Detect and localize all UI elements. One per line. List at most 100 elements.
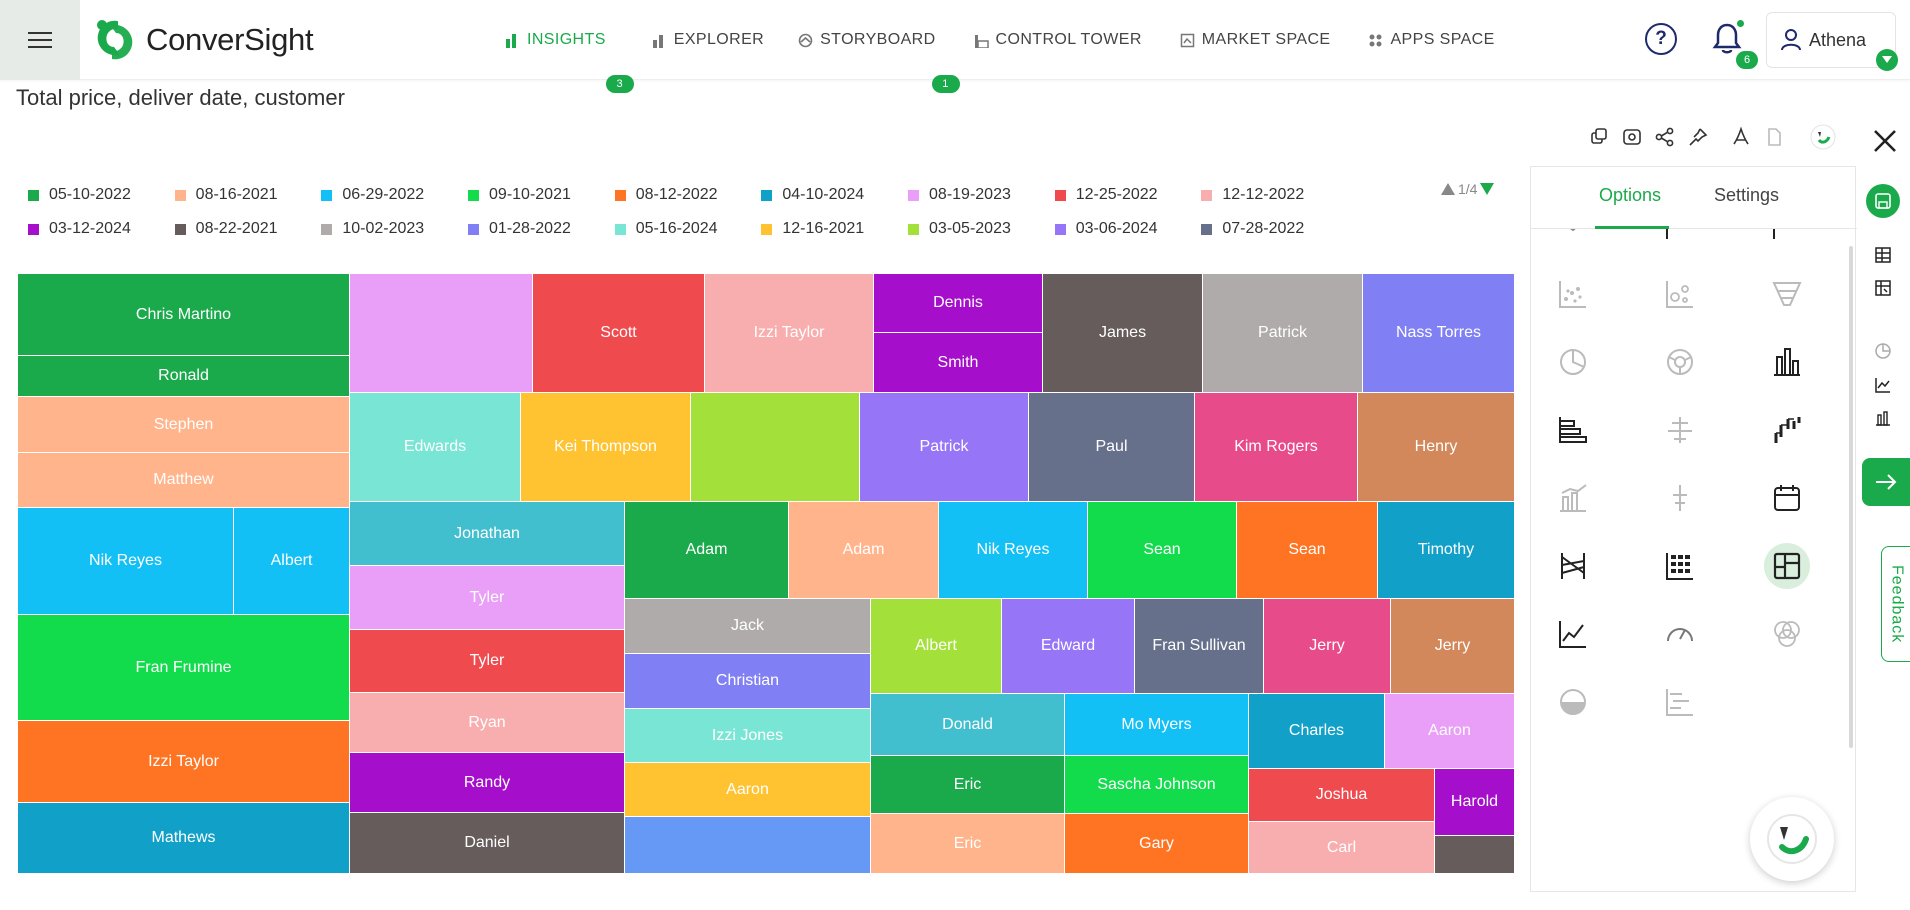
help-button[interactable]: ? [1645, 23, 1677, 55]
treemap-cell[interactable]: Izzi Taylor [18, 721, 350, 803]
waterfall-chart-option[interactable] [1764, 407, 1810, 453]
tab-options[interactable]: Options [1599, 185, 1662, 205]
treemap-cell[interactable]: Matthew [18, 453, 350, 508]
calendar-chart-option[interactable] [1764, 475, 1810, 521]
treemap-cell[interactable]: Randy [350, 753, 625, 813]
gauge-chart-option[interactable] [1657, 611, 1703, 657]
treemap-cell[interactable]: Paul [1029, 393, 1195, 502]
panel-scrollbar[interactable] [1849, 246, 1853, 748]
legend-item[interactable]: 03-06-2024 [1054, 220, 1202, 238]
treemap-cell[interactable]: Tyler [350, 566, 625, 630]
pivot-table-icon[interactable] [1874, 279, 1892, 297]
legend-item[interactable]: 12-16-2021 [761, 220, 908, 238]
butterfly-chart-chart-option[interactable] [1657, 407, 1703, 453]
treemap-cell[interactable]: James [1043, 274, 1203, 393]
treemap-cell[interactable]: Albert [871, 599, 1002, 694]
nav-storyboard[interactable]: STORYBOARD 1 [798, 31, 960, 93]
treemap-cell[interactable]: Aaron [625, 763, 871, 817]
treemap-cell[interactable]: Izzi Taylor [705, 274, 874, 393]
legend-item[interactable]: 12-12-2022 [1201, 186, 1348, 204]
treemap-cell[interactable]: Daniel [350, 813, 625, 874]
assistant-icon[interactable] [1810, 124, 1836, 150]
treemap-cell[interactable]: Dennis [874, 274, 1043, 333]
funnel-chart-option[interactable] [1764, 271, 1810, 317]
combo-chart-chart-option[interactable] [1550, 475, 1596, 521]
logo[interactable]: ConverSight [92, 16, 314, 64]
tab-settings[interactable]: Settings [1714, 185, 1780, 205]
treemap-cell[interactable]: Nik Reyes [939, 502, 1088, 599]
nav-explorer[interactable]: EXPLORER [652, 31, 784, 49]
treemap-cell[interactable]: Fran Frumine [18, 615, 350, 721]
donut-chart-option[interactable] [1657, 339, 1703, 385]
legend-item[interactable]: 08-12-2022 [614, 186, 762, 204]
document-icon[interactable] [1763, 126, 1785, 148]
treemap-cell[interactable]: Patrick [1203, 274, 1363, 393]
treemap-cell[interactable]: Christian [625, 654, 871, 709]
treemap-cell[interactable]: Joshua [1249, 769, 1435, 822]
treemap-cell[interactable]: Eric [871, 814, 1065, 874]
treemap-cell[interactable] [350, 274, 533, 393]
venn-chart-option[interactable] [1764, 611, 1810, 657]
treemap-cell[interactable]: Sean [1088, 502, 1237, 599]
treemap-cell[interactable]: Henry [1358, 393, 1515, 502]
treemap-cell[interactable]: Edwards [350, 393, 521, 502]
heatmap-chart-option[interactable] [1657, 543, 1703, 589]
half-donut-chart-option[interactable] [1550, 679, 1596, 725]
legend-item[interactable]: 10-02-2023 [321, 220, 468, 238]
treemap-cell[interactable]: Mo Myers [1065, 694, 1249, 756]
legend-item[interactable]: 08-19-2023 [908, 186, 1055, 204]
close-icon[interactable] [1872, 128, 1898, 154]
treemap-cell[interactable]: Albert [234, 508, 350, 615]
treemap-cell[interactable]: Adam [625, 502, 789, 599]
legend-item[interactable]: 03-05-2023 [908, 220, 1055, 238]
legend-item[interactable]: 12-25-2022 [1054, 186, 1202, 204]
legend-item[interactable]: 09-10-2021 [468, 186, 615, 204]
save-button[interactable] [1866, 184, 1900, 218]
notification-bell-icon[interactable] [1712, 22, 1742, 56]
legend-item[interactable]: 03-12-2024 [28, 220, 175, 238]
treemap-cell[interactable]: Sascha Johnson [1065, 756, 1249, 814]
treemap-cell[interactable]: Eric [871, 756, 1065, 814]
pdf-export-icon[interactable] [1730, 126, 1752, 148]
nav-insights[interactable]: INSIGHTS 3 [505, 31, 634, 93]
treemap-cell[interactable]: Kei Thompson [521, 393, 691, 502]
treemap-cell[interactable]: Jonathan [350, 502, 625, 566]
line-chart-icon[interactable] [1874, 376, 1892, 394]
treemap-cell[interactable] [1435, 836, 1515, 874]
treemap-cell[interactable]: Timothy [1378, 502, 1515, 599]
treemap-cell[interactable] [691, 393, 860, 502]
treemap-cell[interactable]: Stephen [18, 397, 350, 453]
legend-item[interactable]: 05-16-2024 [614, 220, 762, 238]
box-plot-chart-option[interactable] [1657, 475, 1703, 521]
legend-item[interactable]: 01-28-2022 [468, 220, 615, 238]
expand-panel-button[interactable] [1862, 458, 1910, 506]
treemap-cell[interactable]: Carl [1249, 822, 1435, 874]
nav-control-tower[interactable]: CONTROL TOWER [974, 31, 1162, 49]
feedback-tab[interactable]: Feedback [1881, 546, 1910, 662]
legend-item[interactable]: 04-10-2024 [761, 186, 908, 204]
pie-chart-icon[interactable] [1874, 342, 1892, 360]
treemap-cell[interactable]: Izzi Jones [625, 709, 871, 763]
copy-icon[interactable] [1588, 126, 1610, 148]
line-chart-chart-option[interactable] [1550, 611, 1596, 657]
treemap-cell[interactable]: Harold [1435, 769, 1515, 836]
scatter-chart-option[interactable] [1550, 271, 1596, 317]
legend-item[interactable]: 08-16-2021 [174, 186, 322, 204]
treemap-cell[interactable]: Nass Torres [1363, 274, 1515, 393]
treemap-cell[interactable]: Sean [1237, 502, 1378, 599]
legend-item[interactable]: 07-28-2022 [1201, 220, 1348, 238]
treemap-cell[interactable]: Smith [874, 333, 1043, 393]
bar-chart-chart-option[interactable] [1764, 339, 1810, 385]
legend-item[interactable]: 06-29-2022 [321, 186, 468, 204]
treemap-cell[interactable]: Jerry [1391, 599, 1515, 694]
treemap-cell[interactable]: Jack [625, 599, 871, 654]
treemap-cell[interactable]: Jerry [1264, 599, 1391, 694]
pin-icon[interactable] [1687, 126, 1709, 148]
horizontal-bar-chart-option[interactable] [1657, 229, 1703, 249]
treemap-cell[interactable]: Adam [789, 502, 939, 599]
treemap-cell[interactable]: Kim Rogers [1195, 393, 1358, 502]
add-to-storyboard-icon[interactable] [1621, 126, 1643, 148]
bar-chart-icon[interactable] [1874, 409, 1892, 427]
share-icon[interactable] [1654, 126, 1676, 148]
treemap-cell[interactable] [625, 817, 871, 874]
